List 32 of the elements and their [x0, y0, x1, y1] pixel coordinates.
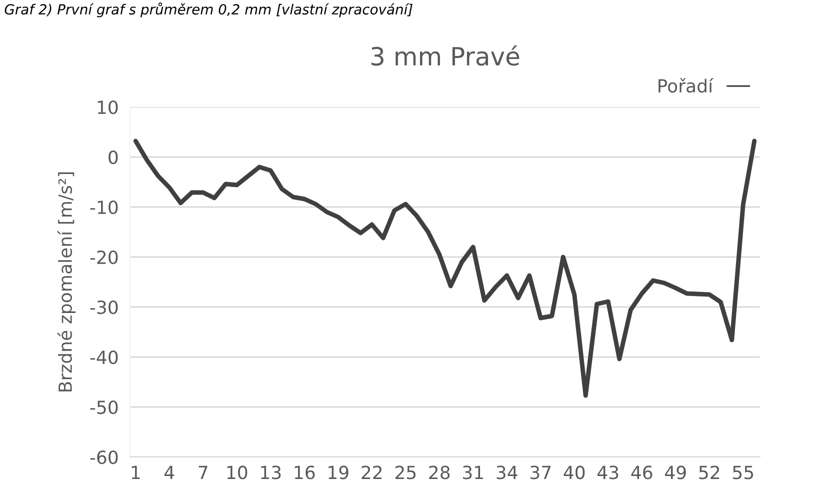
x-tick-label: 13	[261, 466, 281, 480]
x-tick-label: 55	[733, 466, 754, 480]
legend-label: Pořadí	[658, 78, 714, 93]
x-tick-label: 52	[699, 466, 720, 480]
x-tick-label: 37	[530, 466, 551, 480]
y-tick-label: -40	[90, 350, 118, 364]
x-tick-label: 34	[496, 466, 518, 480]
x-tick-label: 49	[665, 466, 686, 480]
x-tick-label: 31	[463, 466, 483, 480]
text: Graf 2) První graf s průměrem 0,2 mm [vlastní zpracování]	[4, 2, 412, 18]
y-tick-label: -30	[90, 300, 118, 314]
x-tick-label: 10	[227, 466, 248, 480]
y-tick-label: 10	[98, 100, 118, 114]
y-tick-label: -50	[90, 400, 118, 414]
x-tick-label: 4	[164, 466, 174, 480]
x-tick-label: 28	[429, 466, 450, 480]
x-tick-label: 16	[294, 466, 315, 480]
y-tick-label: -10	[90, 200, 118, 214]
x-tick-label: 46	[631, 466, 652, 480]
x-tick-label: 25	[395, 466, 416, 480]
line-series	[133, 138, 757, 398]
x-tick-label: 40	[564, 466, 585, 480]
y-axis-title: Brzdné zpomalení [m/s²]	[57, 172, 76, 392]
y-tick-label: -60	[90, 450, 118, 464]
chart-title: 3 mm Pravé	[371, 45, 520, 66]
x-tick-label: 7	[198, 466, 208, 480]
y-tick-label: -20	[90, 250, 118, 264]
x-tick-label: 19	[328, 466, 348, 480]
x-tick-label: 1	[132, 466, 140, 480]
x-tick-label: 43	[598, 466, 618, 480]
y-tick-label: 0	[108, 150, 118, 164]
x-tick-label: 22	[362, 466, 382, 480]
